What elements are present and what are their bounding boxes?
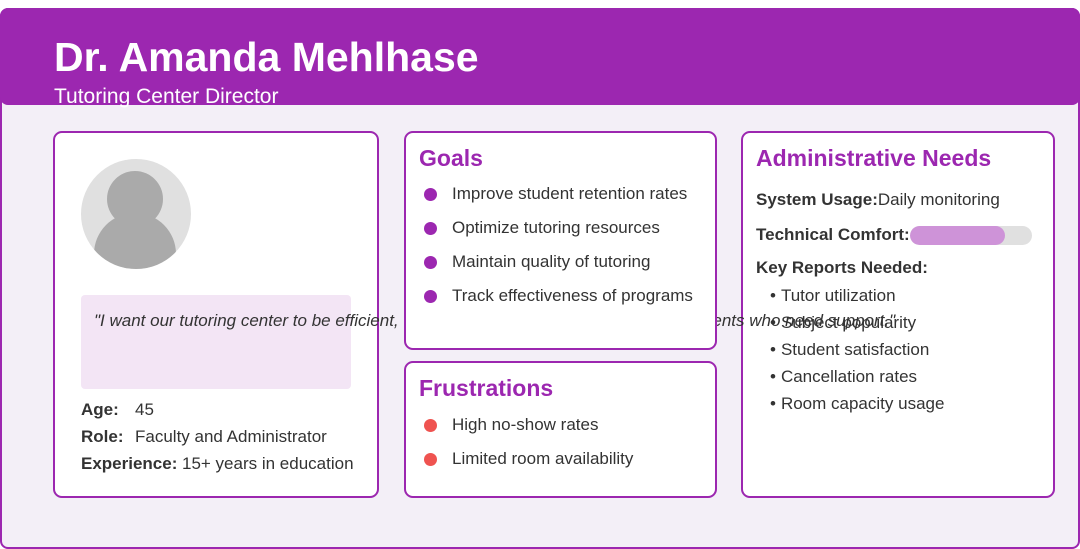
age-row: Age: 45 (81, 396, 354, 423)
goal-text: Track effectiveness of programs (452, 286, 693, 305)
report-text: Student satisfaction (780, 339, 930, 359)
goals-card: Goals Improve student retention rates Op… (404, 131, 717, 350)
profile-stats: Age: 45 Role: Faculty and Administrator … (81, 396, 354, 477)
bullet-icon: • (770, 312, 776, 332)
bullet-icon: • (770, 339, 776, 359)
experience-row: Experience: 15+ years in education (81, 450, 354, 477)
age-value: 45 (135, 399, 154, 419)
goal-item: Maintain quality of tutoring (424, 245, 693, 279)
system-usage-value: Daily monitoring (877, 190, 1000, 209)
age-label: Age: (81, 399, 119, 419)
tech-comfort-fill (909, 225, 1005, 245)
tech-comfort-label: Technical Comfort: (756, 225, 910, 244)
frustrations-list: High no-show rates Limited room availabi… (424, 408, 633, 476)
quote-box (81, 295, 351, 389)
persona-title: Tutoring Center Director (54, 85, 279, 108)
bullet-icon: • (770, 393, 776, 413)
admin-needs-card: Administrative Needs System Usage: Daily… (741, 131, 1055, 498)
frustration-item: Limited room availability (424, 442, 633, 476)
avatar-body (94, 213, 176, 269)
report-text: Subject popularity (780, 312, 917, 332)
goals-title: Goals (419, 145, 483, 171)
admin-needs-title: Administrative Needs (756, 145, 992, 171)
report-text: Cancellation rates (780, 366, 918, 386)
goal-text: Maintain quality of tutoring (452, 252, 651, 271)
profile-card (53, 131, 379, 498)
bullet-dot-icon (424, 255, 437, 269)
tech-comfort-row: Technical Comfort: (756, 225, 1032, 245)
goal-item: Optimize tutoring resources (424, 211, 693, 245)
goal-text: Improve student retention rates (452, 184, 688, 203)
frustration-text: High no-show rates (452, 415, 599, 434)
persona-name: Dr. Amanda Mehlhase (54, 34, 479, 80)
report-text: Tutor utilization (780, 285, 896, 305)
report-item: • Cancellation rates (770, 363, 944, 390)
report-item: • Room capacity usage (770, 390, 944, 417)
frustration-item: High no-show rates (424, 408, 633, 442)
persona-header (0, 8, 1080, 105)
bullet-icon: • (770, 285, 776, 305)
experience-value: 15+ years in education (182, 453, 354, 473)
bullet-dot-icon (424, 289, 437, 303)
report-item: • Subject popularity (770, 309, 944, 336)
system-usage-row: System Usage: Daily monitoring (756, 190, 1000, 210)
goal-item: Improve student retention rates (424, 177, 693, 211)
goal-item: Track effectiveness of programs (424, 279, 693, 313)
reports-list: • Tutor utilization • Subject popularity •… (770, 282, 944, 417)
report-text: Room capacity usage (780, 393, 945, 413)
avatar-icon (81, 159, 191, 269)
bullet-dot-icon (424, 187, 437, 201)
role-row: Role: Faculty and Administrator (81, 423, 354, 450)
bullet-dot-icon (424, 452, 437, 466)
frustrations-card: Frustrations High no-show rates Limited … (404, 361, 717, 498)
reports-heading-row: Key Reports Needed: (756, 258, 928, 278)
reports-label: Key Reports Needed: (756, 258, 928, 277)
report-item: • Student satisfaction (770, 336, 944, 363)
bullet-dot-icon (424, 221, 437, 235)
goals-list: Improve student retention rates Optimize… (424, 177, 693, 313)
report-item: • Tutor utilization (770, 282, 944, 309)
role-label: Role: (81, 426, 124, 446)
tech-comfort-bar (909, 225, 1032, 245)
role-value: Faculty and Administrator (135, 426, 327, 446)
experience-label: Experience: (81, 453, 178, 473)
frustration-text: Limited room availability (452, 449, 634, 468)
bullet-dot-icon (424, 418, 437, 432)
frustrations-title: Frustrations (419, 375, 554, 401)
bullet-icon: • (770, 366, 776, 386)
system-usage-label: System Usage: (756, 190, 878, 209)
goal-text: Optimize tutoring resources (452, 218, 660, 237)
